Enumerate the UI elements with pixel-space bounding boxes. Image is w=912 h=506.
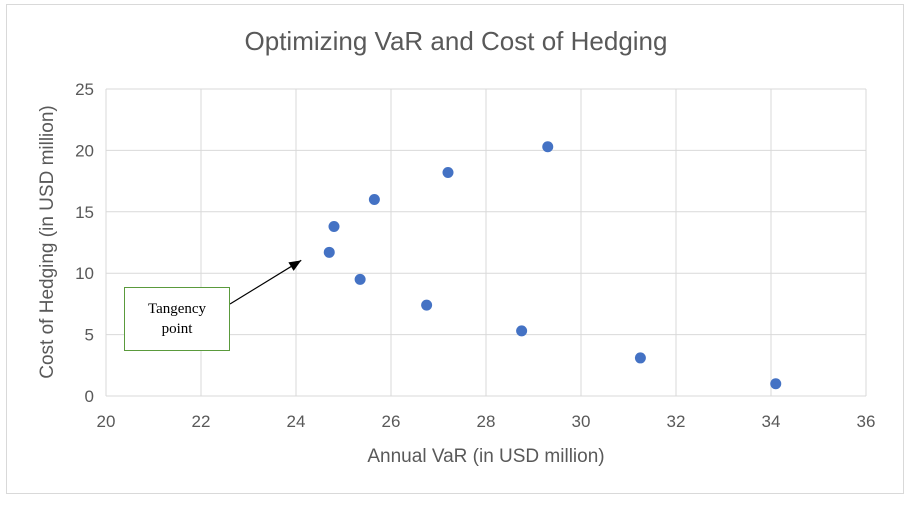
chart-frame (6, 4, 904, 494)
data-point (634, 352, 646, 364)
x-tick-label: 34 (762, 412, 781, 431)
x-tick-label: 26 (382, 412, 401, 431)
data-point (368, 194, 380, 206)
x-tick-label: 28 (477, 412, 496, 431)
data-point (770, 378, 782, 390)
data-point (328, 221, 340, 233)
grid-lines (105, 88, 867, 397)
annotation-arrow (229, 259, 302, 305)
y-tick-label: 0 (85, 387, 94, 406)
y-tick-label: 10 (75, 264, 94, 283)
y-axis-label: Cost of Hedging (in USD million) (37, 105, 58, 379)
y-tick-labels: 0 5 10 15 20 25 (75, 80, 94, 406)
y-tick-label: 5 (85, 326, 94, 345)
x-tick-label: 36 (857, 412, 876, 431)
x-tick-label: 22 (192, 412, 211, 431)
x-tick-label: 20 (97, 412, 116, 431)
data-point (421, 299, 433, 311)
data-point (323, 246, 335, 258)
y-tick-label: 25 (75, 80, 94, 99)
data-point (442, 167, 454, 179)
tangency-point-callout: Tangency point (124, 287, 230, 351)
x-tick-label: 32 (667, 412, 686, 431)
arrow-head (288, 260, 302, 271)
x-axis-label: Annual VaR (in USD million) (367, 446, 605, 467)
chart-title: Optimizing VaR and Cost of Hedging (244, 26, 668, 56)
x-tick-labels: 20 22 24 26 28 30 32 34 36 (97, 412, 876, 431)
y-tick-label: 15 (75, 203, 94, 222)
data-point (354, 273, 366, 285)
data-point (542, 141, 554, 153)
data-point (516, 325, 528, 337)
y-tick-label: 20 (75, 141, 94, 160)
arrow-line (229, 259, 302, 305)
data-points (323, 141, 782, 390)
x-tick-label: 24 (287, 412, 306, 431)
x-tick-label: 30 (572, 412, 591, 431)
